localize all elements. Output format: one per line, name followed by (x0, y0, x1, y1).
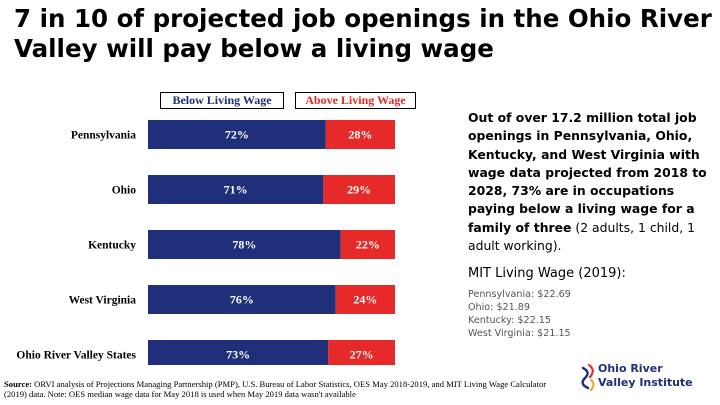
bar-ohio-below (148, 175, 324, 204)
ohio-river-valley-institute-logo-icon (581, 363, 595, 392)
bar-west-virginia-above (335, 285, 395, 314)
legend-below-living-wage: Below Living Wage (160, 92, 284, 109)
data-label-ohio-river-valley-states-above: 27% (350, 348, 374, 362)
ohio-river-valley-institute-logo: Ohio River Valley Institute (578, 360, 718, 400)
mit-item-ohio: Ohio: $21.89 (468, 302, 531, 313)
mit-living-wage-list: Pennsylvania: $22.69 Ohio: $21.89 Kentuc… (468, 288, 571, 340)
bar-kentucky-below (148, 230, 341, 259)
mit-item-pennsylvania: Pennsylvania: $22.69 (468, 289, 571, 300)
stacked-bar-chart: Pennsylvania 72% 28% Ohio 71% 29% Kentucky 78% 2… (16, 120, 395, 365)
logo-text: Ohio River Valley Institute (598, 362, 693, 390)
source-text: ORVI analysis of Projections Managing Pa… (4, 379, 547, 399)
bar-pennsylvania-below (148, 120, 326, 149)
data-label-west-virginia-above: 24% (353, 293, 377, 307)
bar-ohio-river-valley-states-below (148, 340, 329, 365)
mit-item-west-virginia: West Virginia: $21.15 (468, 328, 571, 339)
bar-ohio-above (323, 175, 395, 204)
data-label-pennsylvania-below: 72% (225, 128, 249, 142)
data-label-west-virginia-below: 76% (230, 293, 254, 307)
bar-pennsylvania-above (325, 120, 395, 149)
summary-text: Out of over 17.2 million total job openi… (468, 109, 718, 255)
data-label-pennsylvania-above: 28% (348, 128, 372, 142)
logo-line-1: Ohio River (598, 362, 663, 375)
data-label-ohio-river-valley-states-below: 73% (226, 348, 250, 362)
data-label-ohio-below: 71% (224, 183, 248, 197)
source-note: Source: ORVI analysis of Projections Man… (4, 379, 564, 399)
mit-living-wage-title: MIT Living Wage (2019): (468, 266, 626, 281)
mit-item-kentucky: Kentucky: $22.15 (468, 315, 551, 326)
source-label: Source: (4, 379, 33, 389)
chart-title: 7 in 10 of projected job openings in the… (14, 4, 712, 63)
summary-bold-text: Out of over 17.2 million total job openi… (468, 110, 707, 235)
summary-plain-text: (2 adults, 1 child, 1 adult working). (468, 219, 695, 254)
category-label-west-virginia: West Virginia (69, 295, 137, 307)
data-label-kentucky-above: 22% (356, 238, 380, 252)
bar-west-virginia-below (148, 285, 336, 314)
legend-above-living-wage: Above Living Wage (295, 92, 416, 109)
category-label-kentucky: Kentucky (88, 240, 136, 252)
category-label-ohio-river-valley-states: Ohio River Valley States (16, 350, 136, 362)
data-label-ohio-above: 29% (347, 183, 371, 197)
bar-ohio-river-valley-states-above (328, 340, 395, 365)
bar-kentucky-above (340, 230, 395, 259)
category-label-pennsylvania: Pennsylvania (71, 130, 136, 142)
category-label-ohio: Ohio (112, 185, 137, 197)
data-label-kentucky-below: 78% (232, 238, 256, 252)
logo-line-2: Valley Institute (598, 376, 693, 389)
